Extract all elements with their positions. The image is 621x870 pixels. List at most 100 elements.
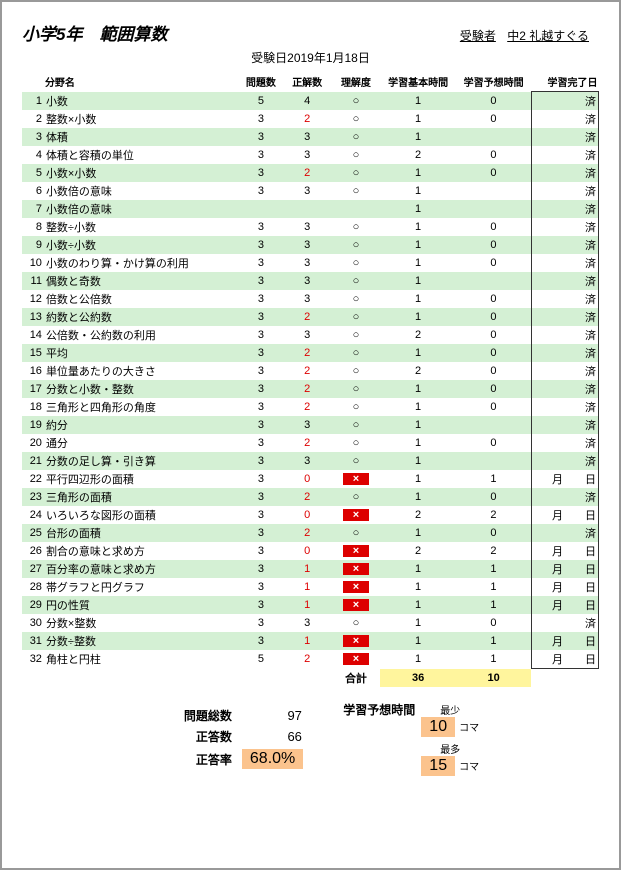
table-row: 1 小数 5 4 ○ 1 0 済 [22, 92, 599, 111]
row-done: 済 [531, 344, 598, 362]
row-questions: 3 [239, 542, 283, 560]
row-basic: 1 [380, 416, 456, 434]
examinee-label: 受験者 [460, 29, 496, 43]
row-understand: × [332, 578, 381, 596]
th-correct: 正解数 [283, 72, 332, 92]
table-row: 25 台形の面積 3 2 ○ 1 0 済 [22, 524, 599, 542]
total-label: 合計 [332, 669, 381, 687]
max-val: 15 [421, 756, 455, 776]
row-basic: 2 [380, 326, 456, 344]
row-correct: 3 [283, 416, 332, 434]
row-done: 月 日 [531, 650, 598, 669]
row-index: 12 [22, 290, 44, 308]
correct-val: 66 [242, 729, 302, 744]
row-understand: ○ [332, 146, 381, 164]
row-questions: 3 [239, 488, 283, 506]
row-questions: 3 [239, 146, 283, 164]
row-understand: ○ [332, 164, 381, 182]
row-done: 月 日 [531, 632, 598, 650]
row-correct: 3 [283, 452, 332, 470]
row-understand: ○ [332, 614, 381, 632]
row-index: 23 [22, 488, 44, 506]
table-row: 8 整数÷小数 3 3 ○ 1 0 済 [22, 218, 599, 236]
row-questions: 3 [239, 218, 283, 236]
row-done: 済 [531, 398, 598, 416]
row-index: 31 [22, 632, 44, 650]
row-basic: 1 [380, 290, 456, 308]
row-est: 0 [456, 380, 532, 398]
row-est: 0 [456, 614, 532, 632]
row-est: 0 [456, 290, 532, 308]
row-understand: ○ [332, 326, 381, 344]
row-est [456, 128, 532, 146]
row-questions: 3 [239, 236, 283, 254]
row-name: 小数 [44, 92, 239, 111]
report-page: 小学5年 範囲算数 受験者 中2 礼越すぐる 受験日2019年1月18日 分野名… [0, 0, 621, 870]
table-row: 28 帯グラフと円グラフ 3 1 × 1 1 月 日 [22, 578, 599, 596]
row-basic: 1 [380, 398, 456, 416]
row-est: 1 [456, 650, 532, 669]
row-understand: × [332, 470, 381, 488]
row-done: 済 [531, 92, 598, 111]
row-understand [332, 200, 381, 218]
row-name: 整数÷小数 [44, 218, 239, 236]
table-row: 13 約数と公約数 3 2 ○ 1 0 済 [22, 308, 599, 326]
row-name: 割合の意味と求め方 [44, 542, 239, 560]
total-q: 97 [242, 708, 302, 723]
row-index: 5 [22, 164, 44, 182]
row-basic: 1 [380, 218, 456, 236]
table-row: 10 小数のわり算・かけ算の利用 3 3 ○ 1 0 済 [22, 254, 599, 272]
row-est [456, 200, 532, 218]
row-done: 済 [531, 200, 598, 218]
row-done: 月 日 [531, 578, 598, 596]
row-name: 分数と小数・整数 [44, 380, 239, 398]
table-row: 26 割合の意味と求め方 3 0 × 2 2 月 日 [22, 542, 599, 560]
row-name: 三角形と四角形の角度 [44, 398, 239, 416]
row-name: 小数のわり算・かけ算の利用 [44, 254, 239, 272]
row-basic: 1 [380, 578, 456, 596]
row-basic: 1 [380, 200, 456, 218]
table-row: 22 平行四辺形の面積 3 0 × 1 1 月 日 [22, 470, 599, 488]
row-basic: 1 [380, 614, 456, 632]
row-index: 11 [22, 272, 44, 290]
examinee-name: 中2 礼越すぐる [507, 29, 599, 43]
row-questions [239, 200, 283, 218]
row-name: 小数倍の意味 [44, 182, 239, 200]
row-basic: 2 [380, 506, 456, 524]
row-name: 小数×小数 [44, 164, 239, 182]
row-basic: 1 [380, 560, 456, 578]
est-time-label: 学習予想時間 [343, 701, 415, 718]
row-index: 21 [22, 452, 44, 470]
row-questions: 3 [239, 254, 283, 272]
row-est [456, 182, 532, 200]
row-done: 済 [531, 434, 598, 452]
row-done: 月 日 [531, 596, 598, 614]
row-est: 0 [456, 110, 532, 128]
row-index: 10 [22, 254, 44, 272]
row-understand: ○ [332, 182, 381, 200]
row-index: 1 [22, 92, 44, 111]
table-row: 15 平均 3 2 ○ 1 0 済 [22, 344, 599, 362]
row-correct: 2 [283, 398, 332, 416]
table-row: 20 通分 3 2 ○ 1 0 済 [22, 434, 599, 452]
row-basic: 1 [380, 254, 456, 272]
row-correct: 1 [283, 596, 332, 614]
row-index: 15 [22, 344, 44, 362]
row-understand: ○ [332, 362, 381, 380]
row-name: 通分 [44, 434, 239, 452]
row-index: 13 [22, 308, 44, 326]
row-index: 28 [22, 578, 44, 596]
row-name: 約分 [44, 416, 239, 434]
row-index: 29 [22, 596, 44, 614]
row-basic: 2 [380, 362, 456, 380]
row-est: 2 [456, 506, 532, 524]
totals-row: 合計 36 10 [22, 669, 599, 687]
total-basic: 36 [380, 669, 456, 687]
row-basic: 1 [380, 128, 456, 146]
row-understand: ○ [332, 452, 381, 470]
row-questions: 3 [239, 380, 283, 398]
results-table: 分野名 問題数 正解数 理解度 学習基本時間 学習予想時間 学習完了日 1 小数… [22, 72, 599, 687]
row-correct: 0 [283, 542, 332, 560]
row-correct: 3 [283, 272, 332, 290]
row-done: 済 [531, 254, 598, 272]
